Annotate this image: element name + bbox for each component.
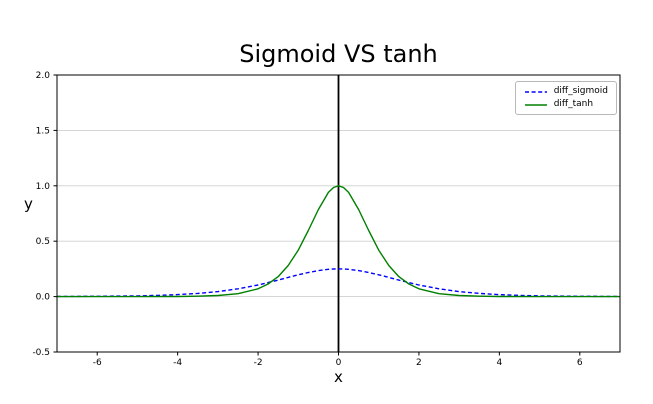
y-axis-label: y — [24, 195, 33, 213]
x-axis-label: x — [334, 368, 343, 386]
x-tick-label: -6 — [93, 358, 102, 368]
y-tick-label: 1.5 — [36, 126, 50, 136]
legend-label-diff_tanh: diff_tanh — [553, 99, 594, 109]
series-line-diff_sigmoid — [56, 268, 621, 298]
y-tick-label: -0.5 — [32, 348, 50, 358]
x-tick-label: -4 — [173, 358, 182, 368]
legend-item-diff_tanh: diff_tanh — [524, 100, 608, 109]
series-line-diff_tanh — [57, 185, 620, 298]
legend-item-diff_sigmoid: diff_sigmoid — [524, 87, 608, 96]
legend-swatch-diff_tanh — [524, 103, 547, 106]
y-tick-label: 1.0 — [36, 182, 51, 192]
x-tick-label: -2 — [254, 358, 263, 368]
legend: diff_sigmoid diff_tanh — [514, 81, 617, 115]
x-tick-label: 2 — [416, 358, 422, 368]
y-tick-label: 2.0 — [36, 71, 51, 81]
x-tick-label: 0 — [336, 358, 342, 368]
legend-swatch-diff_sigmoid — [524, 90, 547, 93]
x-tick-label: 4 — [496, 358, 502, 368]
y-tick-label: 0.0 — [36, 293, 51, 303]
chart-title: Sigmoid VS tanh — [239, 40, 438, 68]
x-tick-label: 6 — [577, 358, 583, 368]
y-tick-label: 0.5 — [36, 237, 50, 247]
legend-label-diff_sigmoid: diff_sigmoid — [553, 86, 608, 96]
